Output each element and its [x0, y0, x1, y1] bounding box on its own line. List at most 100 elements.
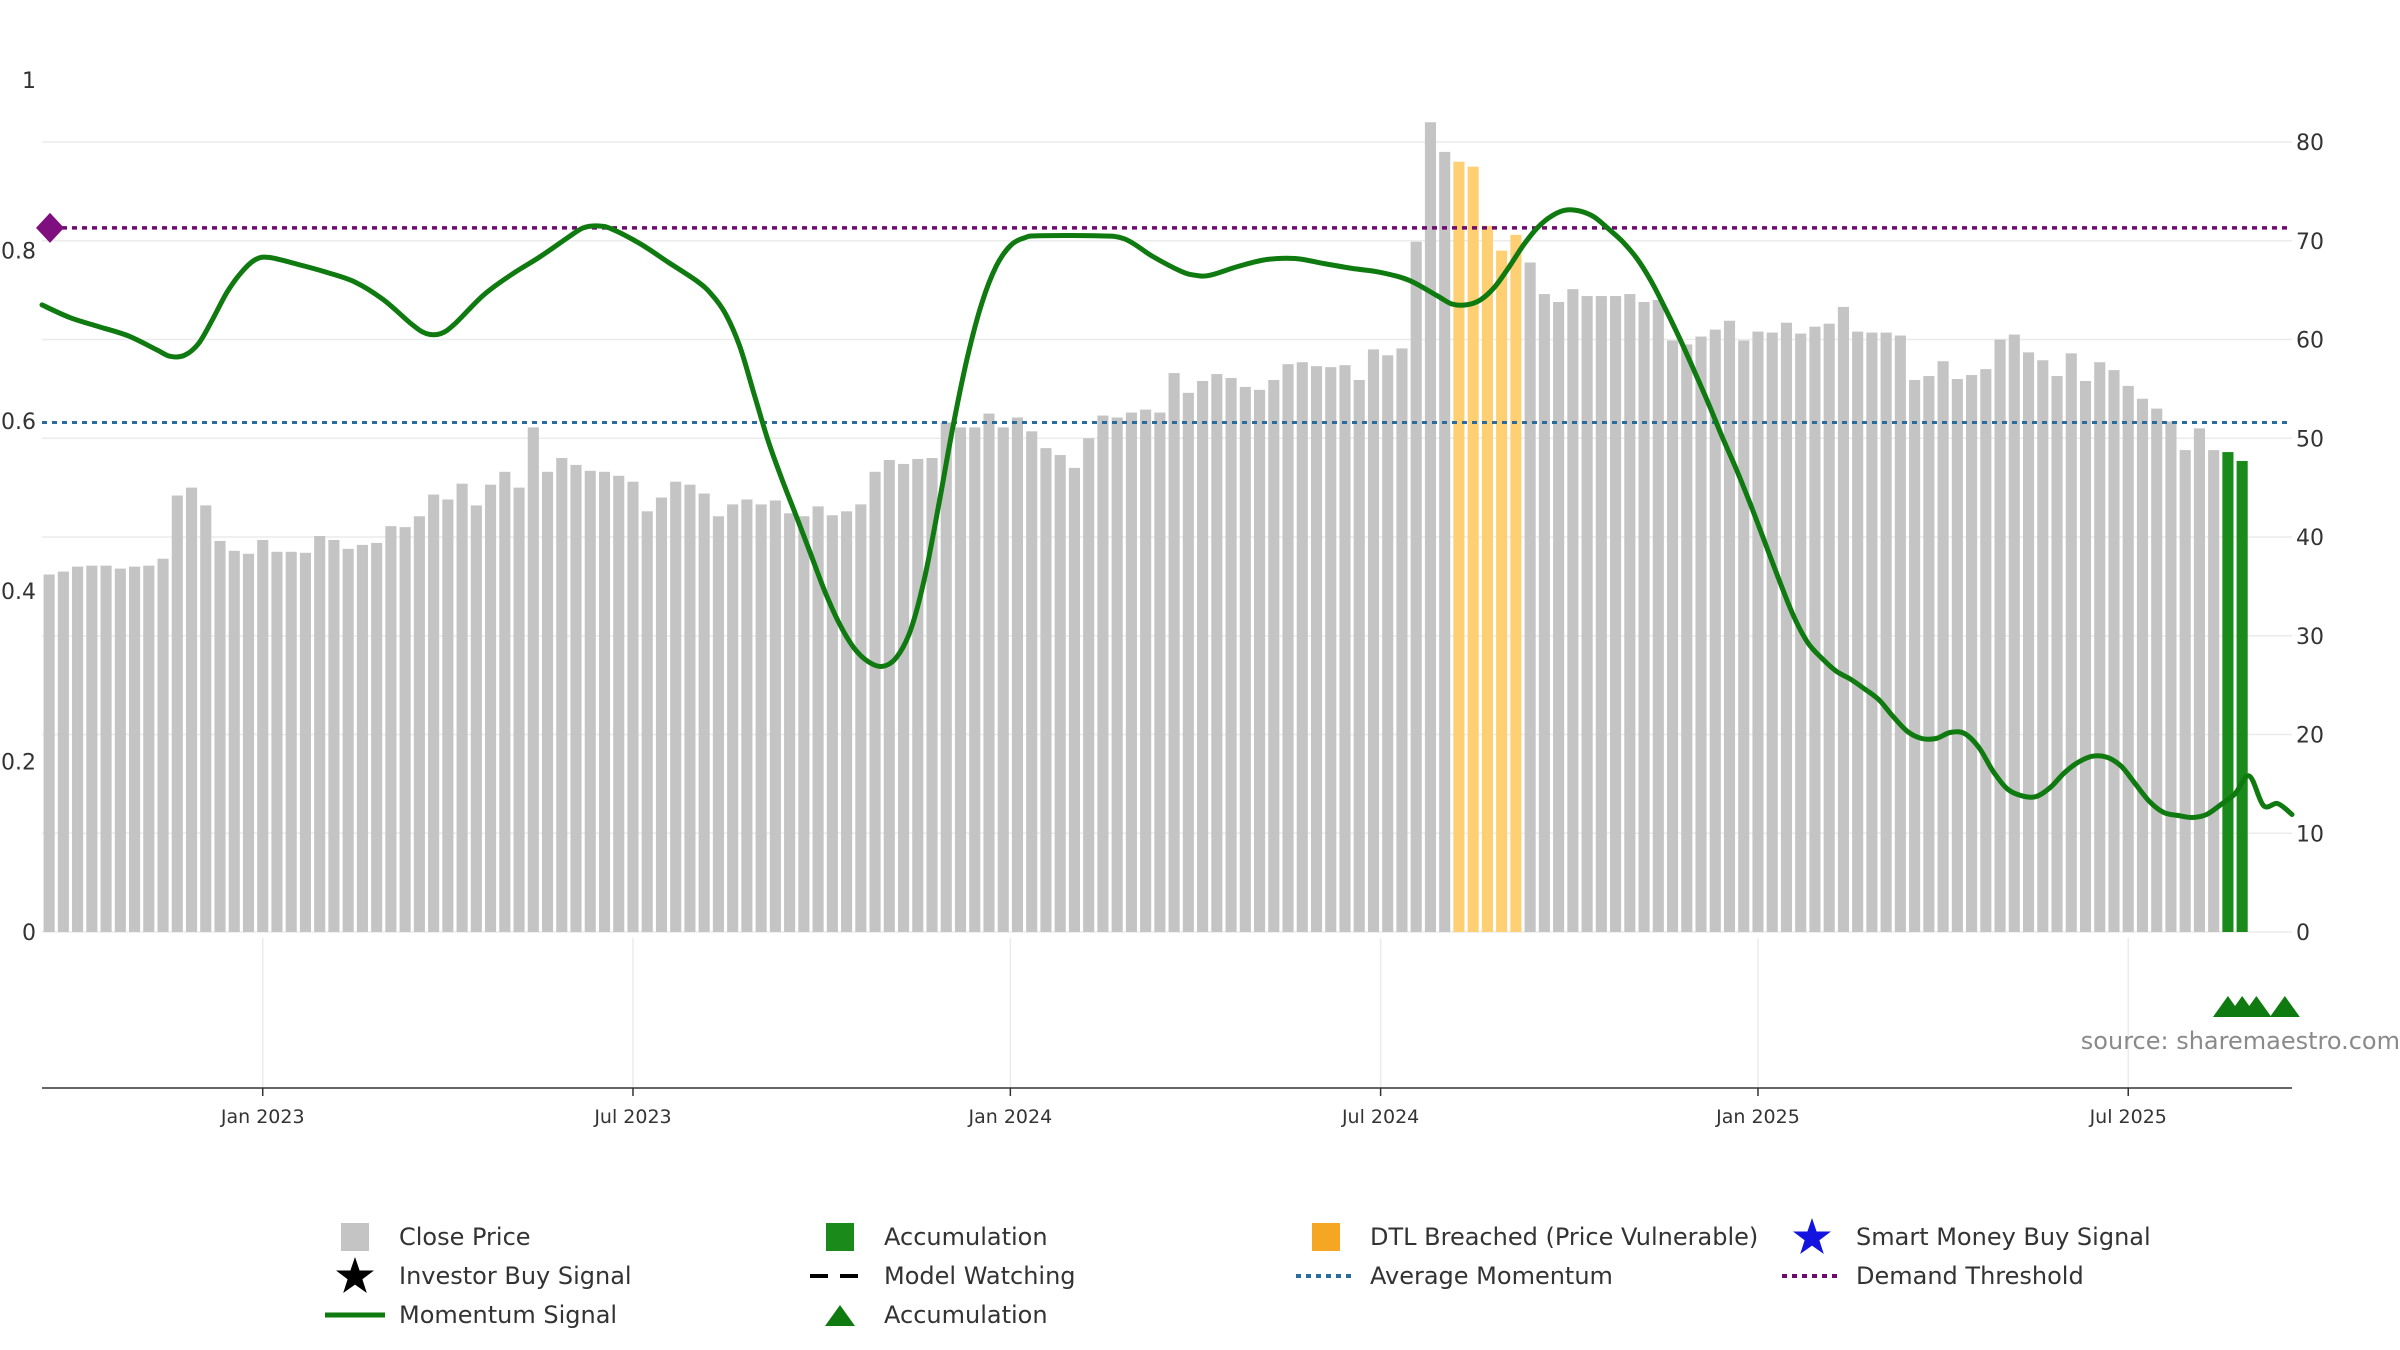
close-price-bar — [86, 566, 97, 932]
dtl-breached-bar — [1510, 235, 1521, 932]
close-price-bar — [1012, 418, 1023, 932]
price-bars — [44, 122, 2248, 932]
close-price-bar — [2180, 450, 2191, 932]
close-price-bar — [172, 496, 183, 932]
close-price-bar — [1567, 289, 1578, 932]
close-price-bar — [2151, 409, 2162, 932]
close-price-bar — [2194, 428, 2205, 932]
right-tick-label: 60 — [2296, 329, 2324, 354]
close-price-bar — [1169, 373, 1180, 932]
close-price-bar — [343, 549, 354, 932]
close-price-bar — [585, 471, 596, 932]
close-price-bar — [542, 472, 553, 932]
close-price-bar — [2066, 353, 2077, 932]
right-tick-label: 70 — [2296, 230, 2324, 255]
close-price-bar — [1339, 365, 1350, 932]
accumulation-bar — [2237, 461, 2248, 932]
close-price-bar — [1966, 375, 1977, 932]
close-price-bar — [656, 498, 667, 933]
close-price-bar — [1297, 362, 1308, 932]
close-price-bar — [1226, 378, 1237, 932]
left-tick-label: 0 — [22, 921, 36, 946]
close-price-bar — [243, 554, 254, 932]
left-tick-label: 1 — [22, 69, 36, 94]
close-price-bar — [286, 552, 297, 932]
close-price-bar — [485, 485, 496, 932]
left-tick-label: 0.8 — [1, 239, 36, 264]
chart: 00.20.40.60.8101020304050607080Jan 2023 J… — [0, 0, 2400, 1350]
right-tick-label: 40 — [2296, 526, 2324, 551]
close-price-bar — [884, 460, 895, 932]
close-price-bar — [969, 427, 980, 932]
close-price-bar — [613, 476, 624, 932]
close-price-bar — [200, 505, 211, 932]
x-tick-label: Jan 2025 — [1715, 1106, 1800, 1128]
close-price-bar — [1539, 294, 1550, 932]
close-price-bar — [214, 541, 225, 932]
close-price-bar — [855, 504, 866, 932]
close-price-bar — [1240, 387, 1251, 932]
close-price-bar — [101, 566, 112, 932]
close-price-bar — [1325, 367, 1336, 932]
close-price-bar — [1582, 296, 1593, 932]
close-price-bar — [428, 495, 439, 932]
close-price-bar — [229, 551, 240, 932]
close-price-bar — [514, 488, 525, 932]
close-price-bar — [157, 559, 168, 932]
close-price-bar — [1838, 307, 1849, 932]
close-price-bar — [186, 488, 197, 932]
close-price-bar — [414, 516, 425, 932]
close-price-bar — [713, 516, 724, 932]
x-tick-label: Jan 2024 — [968, 1106, 1053, 1128]
close-price-bar — [400, 527, 411, 932]
close-price-bar — [457, 484, 468, 932]
close-price-bar — [1282, 364, 1293, 932]
close-price-bar — [385, 526, 396, 932]
close-price-bar — [1809, 327, 1820, 932]
close-price-bar — [72, 567, 83, 932]
close-price-bar — [1781, 323, 1792, 932]
close-price-bar — [1824, 324, 1835, 932]
close-price-bar — [1126, 413, 1137, 932]
close-price-bar — [143, 566, 154, 932]
close-price-bar — [2208, 450, 2219, 932]
close-price-bar — [1895, 336, 1906, 932]
close-price-bar — [770, 500, 781, 932]
close-price-bar — [115, 569, 126, 932]
close-price-bar — [1069, 468, 1080, 932]
close-price-bar — [499, 472, 510, 932]
close-price-bar — [1112, 418, 1123, 932]
close-price-bar — [898, 464, 909, 932]
close-price-bar — [870, 472, 881, 932]
dtl-breached-bar — [1453, 162, 1464, 932]
close-price-bar — [741, 499, 752, 932]
close-price-bar — [1368, 349, 1379, 932]
close-price-bar — [129, 567, 140, 932]
close-price-bar — [727, 504, 738, 932]
x-tick-label: Jan 2023 — [220, 1106, 305, 1128]
close-price-bar — [1439, 152, 1450, 932]
close-price-bar — [1097, 416, 1108, 932]
close-price-bar — [58, 572, 69, 932]
close-price-bar — [983, 414, 994, 932]
close-price-bar — [328, 540, 339, 932]
close-price-bar — [1083, 438, 1094, 932]
close-price-bar — [670, 482, 681, 932]
close-price-bar — [912, 459, 923, 932]
close-price-bar — [1183, 393, 1194, 932]
close-price-bar — [1923, 376, 1934, 932]
close-price-bar — [1425, 122, 1436, 932]
close-price-bar — [955, 427, 966, 932]
close-price-bar — [1254, 390, 1265, 932]
close-price-bar — [371, 543, 382, 932]
right-tick-label: 0 — [2296, 921, 2310, 946]
close-price-bar — [1639, 302, 1650, 932]
left-tick-label: 0.2 — [1, 751, 36, 776]
close-price-bar — [1311, 366, 1322, 932]
close-price-bar — [357, 545, 368, 932]
close-price-bar — [314, 536, 325, 932]
close-price-bar — [1040, 448, 1051, 932]
close-price-bar — [1268, 380, 1279, 932]
close-price-bar — [44, 575, 55, 932]
close-price-bar — [1553, 302, 1564, 932]
